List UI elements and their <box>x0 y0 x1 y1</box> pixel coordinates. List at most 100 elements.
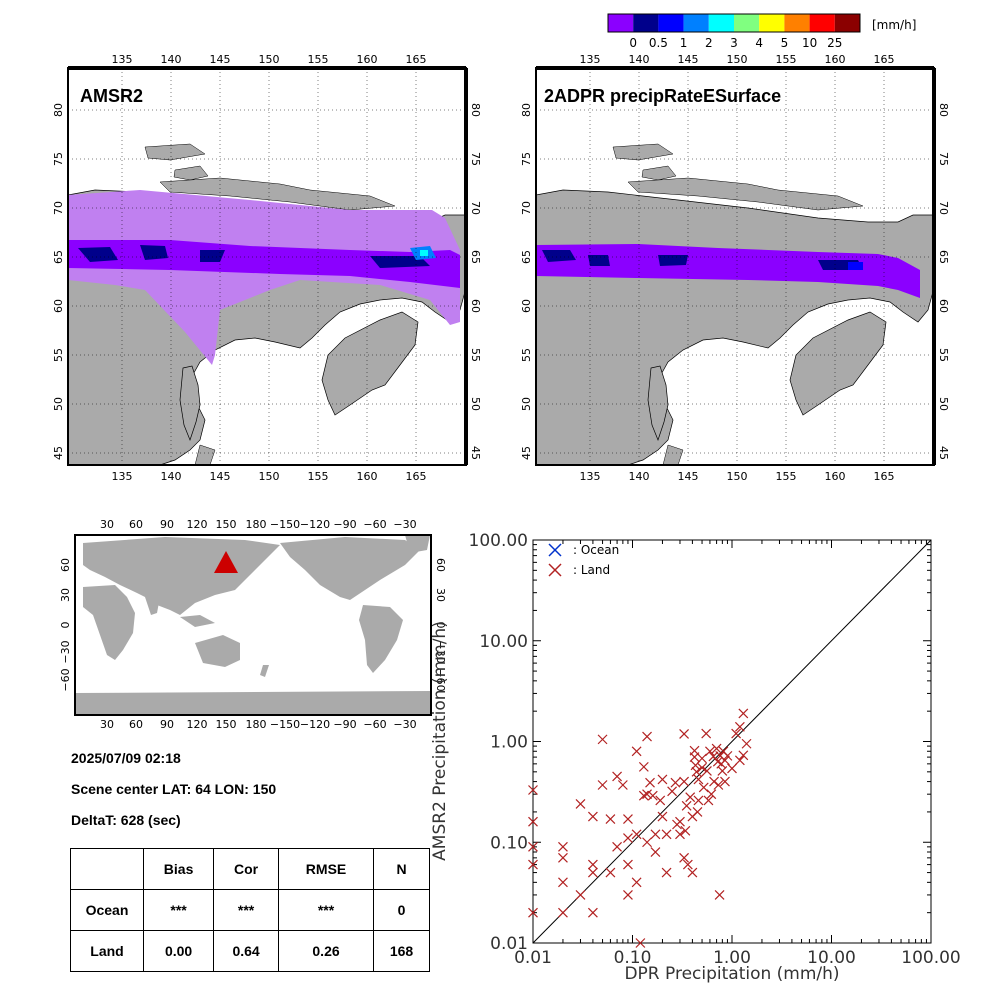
globe-lat-tick: 60 <box>59 558 72 572</box>
data-point <box>645 777 655 788</box>
lat-tick-label: 70 <box>469 201 482 215</box>
table-cell: 168 <box>373 930 430 972</box>
data-point <box>701 728 712 739</box>
data-point <box>587 907 598 918</box>
lat-tick-label: 60 <box>520 299 533 313</box>
lon-tick-label: 135 <box>112 470 133 483</box>
lat-tick-label: 50 <box>469 397 482 411</box>
globe-lat-tick: 0 <box>434 622 445 629</box>
globe-lat-tick: 30 <box>59 588 72 602</box>
legend-swatch <box>683 14 709 32</box>
globe-lat-tick: −60 <box>59 668 72 691</box>
data-point <box>675 829 685 840</box>
lat-tick-label: 50 <box>937 397 950 411</box>
x-axis-label: DPR Precipitation (mm/h) <box>624 964 839 984</box>
map-title: 2ADPR precipRateESurface <box>544 86 781 106</box>
legend-swatch <box>834 14 860 32</box>
data-point <box>731 728 742 739</box>
one-to-one-line <box>532 539 932 944</box>
lon-tick-label: 155 <box>776 53 797 66</box>
lon-tick-label: 145 <box>210 470 231 483</box>
x-tick-label: 0.01 <box>514 948 552 968</box>
data-point <box>711 743 722 754</box>
data-point <box>528 841 538 852</box>
scene-center: Scene center LAT: 64 LON: 150 <box>71 781 277 797</box>
globe-lon-tick: 180 <box>246 718 267 731</box>
lat-tick-label: 60 <box>937 299 950 313</box>
lon-tick-label: 155 <box>308 470 329 483</box>
color-legend: [mm/h] 0 0.5 1 2 3 4 5 10 25 <box>607 13 916 50</box>
legend-label: 0.5 <box>649 36 668 50</box>
table-cell: 0.26 <box>277 930 375 972</box>
data-point <box>693 774 704 785</box>
globe-lat-tick: −30 <box>59 640 72 663</box>
data-point <box>623 890 633 900</box>
legend-label: 1 <box>680 36 688 50</box>
legend-label: 5 <box>781 36 789 50</box>
lon-tick-label: 145 <box>210 53 231 66</box>
header-cell: RMSE <box>277 848 375 890</box>
legend-label: : Ocean <box>573 543 619 557</box>
data-point <box>605 814 616 824</box>
data-point <box>691 766 702 777</box>
stats-header-row: Bias Cor RMSE N <box>70 848 430 890</box>
lat-tick-label: 65 <box>52 250 65 264</box>
data-point <box>638 761 649 772</box>
lon-tick-label: 150 <box>727 53 748 66</box>
data-point <box>623 814 633 824</box>
data-point <box>528 859 538 870</box>
lon-tick-label: 165 <box>874 53 895 66</box>
lat-tick-label: 80 <box>469 103 482 117</box>
globe-lon-tick: −30 <box>393 518 416 531</box>
legend-swatch <box>784 14 810 32</box>
lon-tick-label: 160 <box>825 53 846 66</box>
globe-lon-tick: −150 <box>270 718 300 731</box>
data-point <box>558 841 568 852</box>
globe-lon-tick: −120 <box>300 718 330 731</box>
data-point <box>713 780 724 790</box>
globe-lon-tick: 180 <box>246 518 267 531</box>
lat-tick-label: 70 <box>937 201 950 215</box>
data-point <box>717 766 728 776</box>
data-point <box>720 776 730 787</box>
data-point <box>642 731 652 742</box>
data-point <box>680 825 691 836</box>
lat-tick-label: 65 <box>937 250 950 264</box>
data-point <box>670 777 681 788</box>
lat-tick-label: 45 <box>52 446 65 460</box>
lon-tick-label: 160 <box>357 53 378 66</box>
legend-label: 2 <box>705 36 713 50</box>
lat-tick-label: 50 <box>520 397 533 411</box>
globe-lon-tick: 120 <box>187 718 208 731</box>
data-point <box>706 789 717 800</box>
data-point <box>575 799 586 809</box>
globe-lat-tick: 60 <box>434 558 445 572</box>
data-point <box>647 790 658 801</box>
table-cell: *** <box>142 889 215 931</box>
data-point <box>741 738 752 749</box>
globe-lon-tick: 90 <box>160 518 174 531</box>
legend-label: 25 <box>827 36 842 50</box>
globe-lon-tick: 120 <box>187 518 208 531</box>
header-cell: N <box>373 848 430 890</box>
legend-unit: [mm/h] <box>872 18 916 32</box>
globe-lon-tick: −60 <box>363 518 386 531</box>
data-point <box>597 734 608 745</box>
data-point <box>623 833 633 844</box>
lon-tick-label: 140 <box>629 470 650 483</box>
data-point <box>679 776 690 787</box>
data-point <box>714 890 725 900</box>
table-row: Land 0.00 0.64 0.26 168 <box>70 930 430 972</box>
data-point <box>738 708 749 719</box>
row-label: Ocean <box>70 889 144 931</box>
data-point <box>528 785 538 795</box>
map-title: AMSR2 <box>80 86 143 106</box>
lat-tick-label: 55 <box>52 348 65 362</box>
data-point <box>631 746 642 757</box>
lat-tick-label: 55 <box>937 348 950 362</box>
globe-lon-tick: 60 <box>129 518 143 531</box>
data-point <box>682 859 693 870</box>
y-tick-label: 100.00 <box>469 531 528 551</box>
scatter-plot: 0.010.01 0.10 0.10 1.00 1.00 10.00 10.00 100.00… <box>430 531 961 984</box>
globe-lon-tick: 150 <box>216 718 237 731</box>
